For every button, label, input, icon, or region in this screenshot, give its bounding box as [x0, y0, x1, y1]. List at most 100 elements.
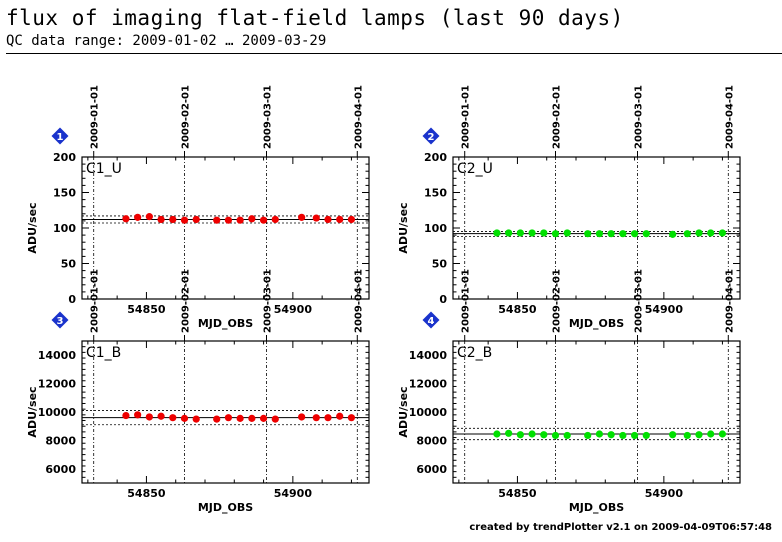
data-point — [298, 213, 306, 221]
x-axis-label: MJD_OBS — [569, 317, 624, 330]
y-tick-label: 100 — [424, 222, 447, 235]
y-tick-label: 0 — [439, 293, 447, 306]
data-point — [157, 215, 165, 224]
plot-frame — [452, 340, 741, 484]
data-point — [516, 431, 524, 439]
date-label: 2009-02-01 — [552, 269, 563, 333]
date-label: 2009-01-01 — [461, 269, 472, 333]
title-divider — [6, 53, 782, 54]
data-point — [669, 431, 677, 439]
y-tick-label: 14000 — [38, 349, 77, 362]
footer-credit: created by trendPlotter v2.1 on 2009-04-… — [469, 522, 772, 533]
data-point — [563, 229, 571, 237]
y-tick-label: 14000 — [409, 349, 448, 362]
panel-label: C2_B — [457, 345, 492, 361]
data-point — [516, 229, 524, 237]
panel-number: 1 — [57, 132, 64, 143]
data-point — [528, 430, 536, 438]
data-point — [695, 229, 703, 237]
data-point — [271, 415, 279, 423]
data-point — [551, 431, 560, 440]
data-point — [312, 214, 320, 222]
data-point — [122, 215, 130, 223]
y-tick-label: 10000 — [409, 406, 448, 419]
x-axis-label: MJD_OBS — [198, 317, 253, 330]
data-point — [236, 414, 244, 422]
date-label: 2009-03-01 — [263, 269, 274, 333]
y-axis-label: ADU/sec — [26, 386, 39, 437]
data-point — [595, 430, 604, 438]
data-point — [718, 430, 727, 438]
data-point — [505, 229, 513, 237]
data-point — [642, 230, 650, 238]
y-tick-label: 50 — [61, 258, 77, 271]
data-point — [347, 414, 356, 422]
date-label: 2009-02-01 — [181, 85, 192, 149]
data-point — [271, 215, 279, 224]
data-point — [145, 213, 153, 221]
date-label: 2009-01-01 — [90, 85, 101, 149]
chart-panel-c1-u: 2009-01-01 2009-02-01 2009-03-01 2009-04-01… — [26, 85, 370, 330]
data-point — [122, 411, 130, 420]
data-point — [298, 413, 306, 421]
x-tick-label: 54850 — [127, 487, 166, 500]
y-tick-label: 12000 — [409, 378, 448, 391]
y-axis-label: ADU/sec — [397, 202, 410, 253]
data-point — [347, 215, 356, 224]
data-point — [669, 230, 677, 238]
data-point — [192, 415, 200, 423]
date-label: 2009-04-01 — [724, 269, 735, 333]
data-point — [540, 431, 548, 439]
data-point — [259, 216, 268, 224]
data-point — [630, 431, 639, 440]
date-label: 2009-03-01 — [634, 85, 645, 149]
data-point — [707, 430, 715, 438]
x-tick-label: 54900 — [645, 487, 684, 500]
x-tick-label: 54850 — [127, 303, 166, 316]
page-subtitle: QC data range: 2009-01-02 … 2009-03-29 — [6, 33, 327, 49]
data-point — [236, 216, 244, 224]
y-tick-label: 50 — [432, 258, 448, 271]
data-point — [595, 230, 604, 238]
date-label: 2009-04-01 — [724, 85, 735, 149]
data-point — [324, 414, 332, 422]
x-axis-label: MJD_OBS — [198, 501, 253, 514]
data-point — [607, 230, 615, 238]
data-point — [213, 415, 221, 423]
panel-label: C1_U — [86, 161, 122, 177]
y-tick-label: 6000 — [45, 463, 76, 476]
y-tick-label: 200 — [53, 151, 76, 164]
y-tick-label: 8000 — [416, 434, 447, 447]
data-point — [192, 215, 200, 224]
y-tick-label: 8000 — [45, 434, 76, 447]
data-point — [169, 215, 177, 224]
data-point — [493, 430, 501, 438]
y-axis-label: ADU/sec — [26, 202, 39, 253]
x-tick-label: 54850 — [498, 487, 537, 500]
data-point — [224, 216, 233, 224]
chart-panel-c2-u: 2009-01-01 2009-02-01 2009-03-01 2009-04-01… — [397, 85, 741, 330]
plot-frame — [81, 340, 370, 484]
data-point — [718, 229, 727, 237]
data-point — [584, 431, 592, 440]
data-point — [180, 216, 189, 224]
data-point — [324, 215, 332, 224]
data-point — [248, 414, 256, 422]
data-point — [248, 215, 256, 223]
data-point — [584, 230, 592, 238]
data-point — [683, 230, 691, 238]
data-point — [312, 414, 320, 422]
data-point — [551, 230, 560, 238]
data-point — [180, 414, 189, 422]
data-point — [630, 230, 639, 238]
panel-number-badge — [422, 311, 440, 329]
data-point — [683, 431, 691, 440]
panel-number: 3 — [57, 316, 64, 327]
date-label: 2009-02-01 — [552, 85, 563, 149]
page-title: flux of imaging flat-field lamps (last 9… — [6, 6, 624, 30]
x-tick-label: 54900 — [274, 487, 313, 500]
data-point — [134, 411, 142, 419]
data-point — [259, 414, 268, 422]
data-point — [563, 431, 571, 440]
